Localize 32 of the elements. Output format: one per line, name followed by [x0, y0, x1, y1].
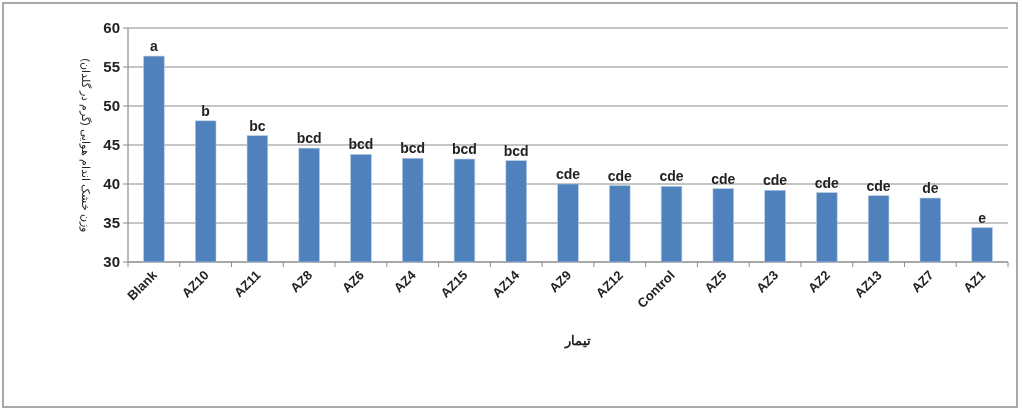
y-tick-label: 35	[103, 214, 120, 231]
annotation: bcd	[503, 142, 529, 159]
annotation: a	[149, 38, 158, 55]
x-axis-title: تیمار	[564, 333, 591, 349]
annotation: bcd	[452, 141, 477, 158]
annotation: b	[201, 102, 210, 119]
x-tick-label: AZ9	[546, 267, 575, 296]
y-tick-label: 50	[103, 97, 120, 114]
y-tick-label: 45	[103, 136, 120, 153]
annotation: cde	[866, 177, 891, 194]
x-tick-label: AZ8	[287, 267, 316, 296]
annotation: bcd	[400, 140, 426, 157]
annotation: cde	[607, 167, 633, 184]
annotation: cde	[555, 166, 581, 182]
x-tick-label: AZ1	[960, 267, 989, 296]
x-tick-label: AZ6	[339, 267, 368, 296]
y-tick-label: 55	[103, 58, 120, 75]
y-tick-label: 30	[103, 253, 120, 270]
annotation: cde	[814, 174, 840, 191]
annotation: bcd	[296, 130, 322, 147]
annotation: cde	[763, 172, 788, 189]
annotation: cde	[711, 170, 736, 187]
x-tick-label: AZ2	[804, 267, 833, 296]
y-axis-title: وزن خشک اندام هوایی (گرم در گلدان)	[79, 58, 92, 232]
y-tick-label: 60	[103, 19, 120, 36]
y-tick-label: 40	[103, 175, 120, 192]
annotation: bc	[249, 117, 266, 134]
annotation: bcd	[348, 136, 374, 153]
annotation: de	[922, 180, 939, 197]
annotation: cde	[659, 168, 684, 185]
annotation: e	[978, 209, 987, 226]
x-tick-label: AZ3	[753, 267, 782, 296]
